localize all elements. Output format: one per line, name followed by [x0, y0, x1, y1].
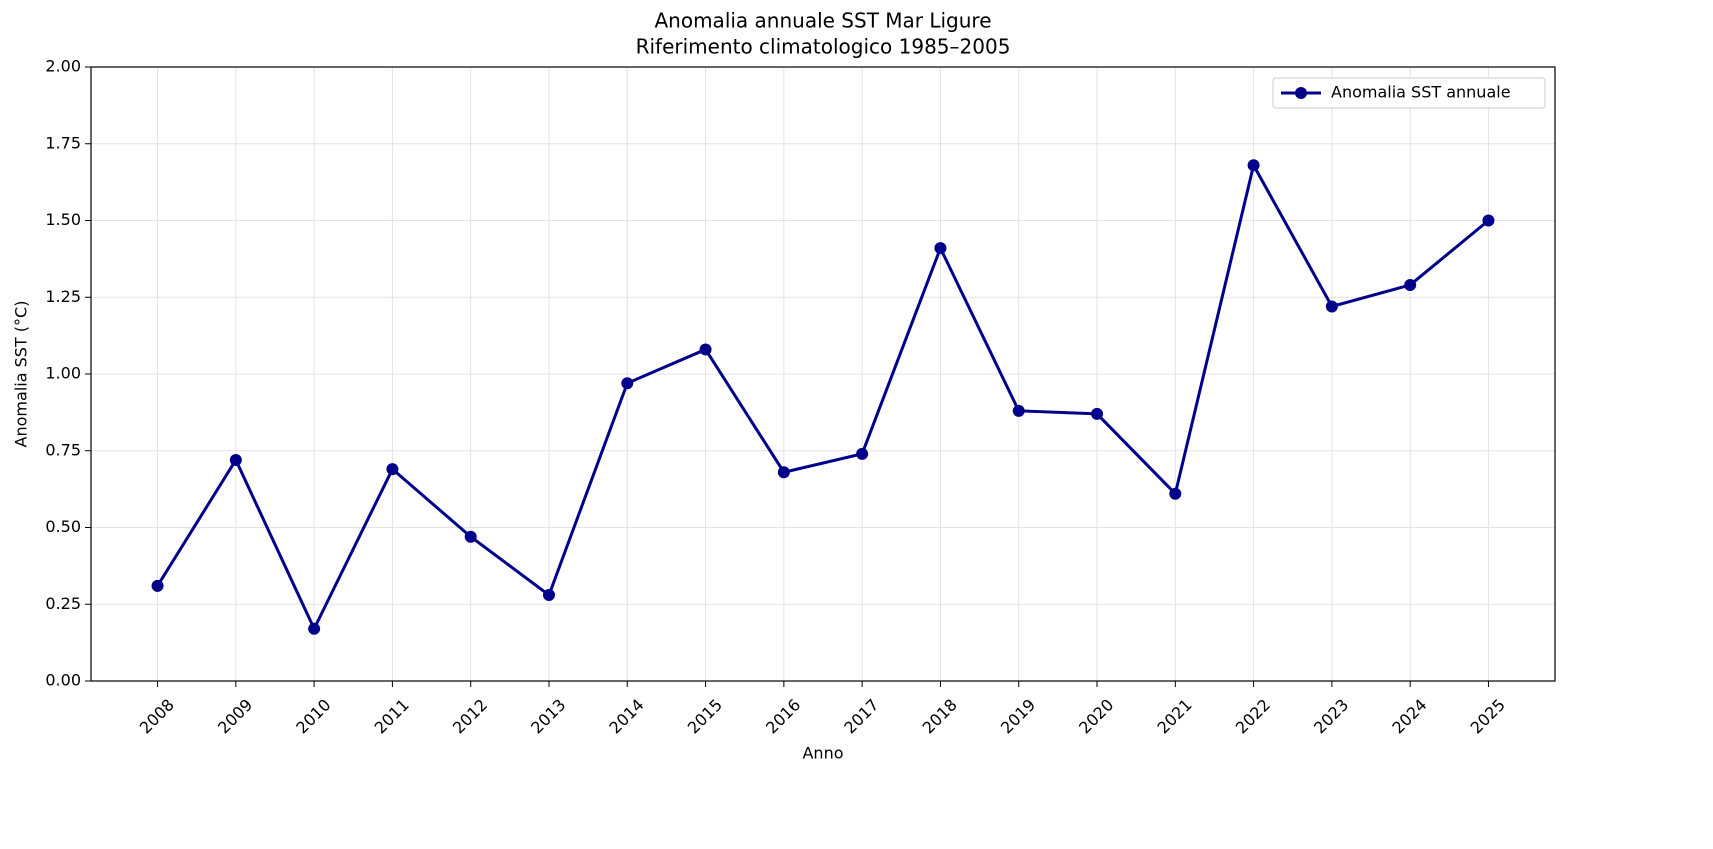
data-point [542, 589, 555, 602]
x-tick-label: 2012 [449, 695, 491, 737]
data-point [1169, 487, 1182, 500]
data-point [464, 530, 477, 543]
y-tick-label: 1.75 [45, 133, 81, 152]
data-point [308, 622, 321, 635]
y-tick-label: 2.00 [45, 57, 81, 76]
x-tick-label: 2008 [136, 695, 178, 737]
data-point [1247, 159, 1260, 172]
data-point [1404, 278, 1417, 291]
y-tick-label: 0.50 [45, 517, 81, 536]
legend-box [1272, 77, 1546, 109]
x-tick-label: 2025 [1467, 695, 1509, 737]
y-tick-label: 1.25 [45, 287, 81, 306]
x-axis-label: Anno [802, 744, 843, 763]
chart-subtitle: Riferimento climatologico 1985–2005 [636, 35, 1011, 59]
plot-frame [90, 66, 1556, 682]
x-tick-label: 2017 [840, 695, 882, 737]
data-point [856, 447, 869, 460]
legend: Anomalia SST annuale [1272, 77, 1546, 109]
x-tick-label: 2011 [371, 695, 413, 737]
data-point [777, 466, 790, 479]
x-tick-label: 2010 [292, 695, 334, 737]
x-tick-label: 2021 [1153, 695, 1195, 737]
x-tick-label: 2016 [762, 695, 804, 737]
legend-marker [1295, 87, 1307, 99]
y-tick-label: 0.25 [45, 594, 81, 613]
x-tick-label: 2015 [684, 695, 726, 737]
data-point [386, 463, 399, 476]
y-axis-label: Anomalia SST (°C) [12, 301, 31, 448]
y-tick-label: 0.75 [45, 440, 81, 459]
y-tick-label: 0.00 [45, 671, 81, 690]
x-tick-label: 2023 [1310, 695, 1352, 737]
data-point [934, 242, 947, 255]
x-tick-label: 2022 [1232, 695, 1274, 737]
x-tick-label: 2019 [997, 695, 1039, 737]
x-tick-label: 2013 [527, 695, 569, 737]
data-point [1482, 214, 1495, 227]
legend-label: Anomalia SST annuale [1331, 83, 1511, 102]
y-tick-label: 1.50 [45, 210, 81, 229]
y-tick-label: 1.00 [45, 364, 81, 383]
data-point [1091, 407, 1104, 420]
data-point [1325, 300, 1338, 313]
data-point [699, 343, 712, 356]
x-tick-label: 2020 [1075, 695, 1117, 737]
data-point [621, 377, 634, 390]
x-tick-label: 2014 [605, 695, 647, 737]
x-tick-label: 2024 [1388, 695, 1430, 737]
data-point [151, 579, 164, 592]
data-line [156, 161, 1490, 633]
data-point [1012, 404, 1025, 417]
x-tick-label: 2009 [214, 695, 256, 737]
data-point [229, 453, 242, 466]
x-tick-label: 2018 [919, 695, 961, 737]
chart-title: Anomalia annuale SST Mar Ligure [654, 9, 991, 33]
